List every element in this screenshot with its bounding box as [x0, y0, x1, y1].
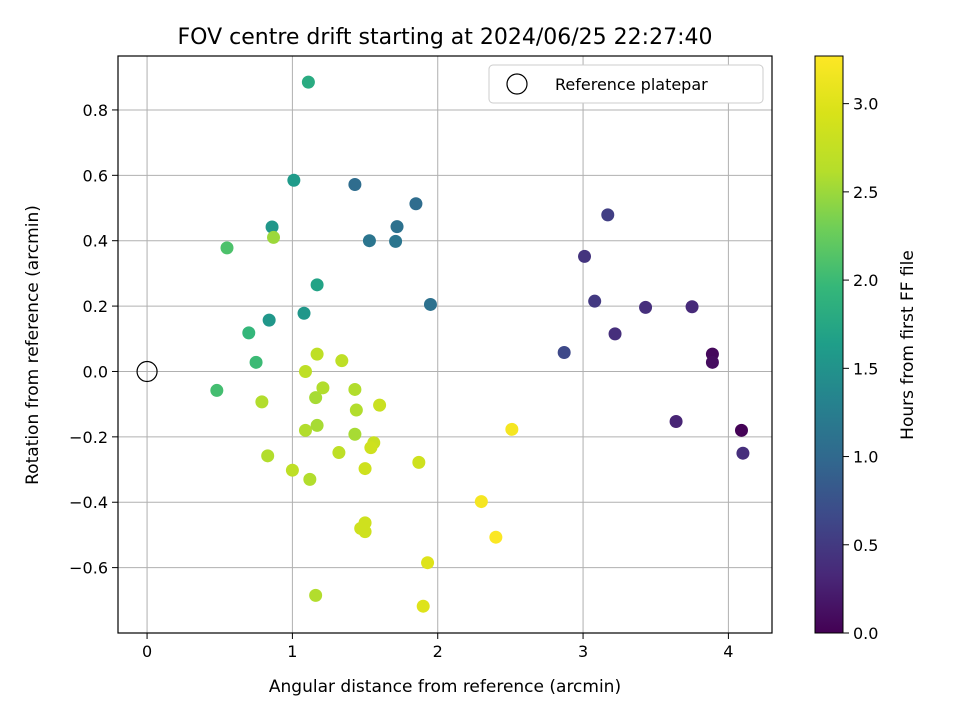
reference-point: [136, 360, 158, 383]
data-point: [348, 177, 362, 191]
x-tick-label: 1: [287, 642, 297, 661]
data-point: [348, 427, 362, 441]
data-point: [297, 306, 311, 320]
data-point: [364, 441, 378, 455]
scatter-points: [210, 75, 750, 613]
data-point: [389, 234, 403, 248]
colorbar-tick-label: 2.5: [853, 183, 878, 202]
y-tick-label: 0.2: [83, 297, 108, 316]
data-point: [601, 208, 615, 222]
data-point: [265, 220, 279, 234]
data-point: [249, 355, 263, 369]
data-point: [310, 278, 324, 292]
data-point: [309, 588, 323, 602]
y-axis-label: Rotation from reference (arcmin): [23, 205, 43, 485]
data-point: [262, 313, 276, 327]
colorbar-label: Hours from first FF file: [898, 250, 918, 440]
data-point: [669, 414, 683, 428]
data-point: [220, 241, 234, 255]
x-tick-label: 0: [142, 642, 152, 661]
data-point: [358, 462, 372, 476]
legend: Reference platepar: [488, 64, 764, 104]
reference-marker: [136, 360, 158, 383]
data-point: [416, 599, 430, 613]
x-tick-label: 4: [723, 642, 733, 661]
x-axis-ticks: 0 1 2 3 4: [142, 633, 733, 661]
plot-frame: [117, 55, 773, 634]
data-point: [373, 398, 387, 412]
data-point: [267, 230, 281, 244]
data-point: [578, 249, 592, 263]
data-point: [358, 525, 372, 539]
legend-marker: [506, 73, 528, 95]
colorbar-tick-label: 1.0: [853, 448, 878, 467]
data-point: [287, 173, 301, 187]
data-point: [557, 346, 571, 360]
y-tick-label: 0.4: [83, 232, 108, 251]
data-point: [505, 422, 519, 436]
data-point: [489, 530, 503, 544]
data-point: [734, 423, 748, 437]
data-point: [210, 383, 224, 397]
y-tick-label: 0.0: [83, 362, 108, 381]
colorbar-tick-label: 0.0: [853, 624, 878, 643]
colorbar-tick-label: 2.0: [853, 271, 878, 290]
y-tick-label: −0.4: [69, 493, 108, 512]
colorbar-tick-label: 3.0: [853, 95, 878, 114]
y-tick-label: 0.6: [83, 166, 108, 185]
data-point: [421, 556, 435, 570]
data-point: [348, 382, 362, 396]
chart-title: FOV centre drift starting at 2024/06/25 …: [178, 25, 713, 50]
data-point: [349, 403, 363, 417]
data-point: [409, 197, 423, 211]
colorbar-ticks: 0.0 0.5 1.0 1.5 2.0 2.5 3.0: [843, 95, 878, 643]
data-point: [298, 364, 312, 378]
data-point: [332, 446, 346, 460]
colorbar-gradient: [814, 55, 844, 634]
data-point: [362, 234, 376, 248]
data-point: [588, 294, 602, 308]
colorbar-tick-label: 1.5: [853, 359, 878, 378]
data-point: [242, 326, 256, 340]
data-point: [390, 220, 404, 234]
data-point: [608, 327, 622, 341]
data-point: [423, 297, 437, 311]
data-point: [685, 300, 699, 314]
y-tick-label: −0.2: [69, 428, 108, 447]
data-point: [639, 300, 653, 314]
data-point: [316, 381, 330, 395]
data-point: [412, 455, 426, 469]
legend-box: [488, 64, 764, 104]
data-point: [298, 423, 312, 437]
data-point: [255, 395, 269, 409]
y-axis-ticks: −0.6 −0.4 −0.2 0.0 0.2 0.4 0.6 0.8: [69, 101, 118, 578]
y-tick-label: −0.6: [69, 559, 108, 578]
grid-lines: [118, 56, 772, 633]
data-point: [310, 347, 324, 361]
data-point: [474, 495, 488, 509]
x-axis-label: Angular distance from reference (arcmin): [269, 677, 621, 697]
data-point: [301, 75, 315, 89]
legend-label: Reference platepar: [555, 75, 708, 94]
data-point: [736, 446, 750, 460]
colorbar-tick-label: 0.5: [853, 536, 878, 555]
data-point: [303, 472, 317, 486]
y-tick-label: 0.8: [83, 101, 108, 120]
data-point: [705, 355, 719, 369]
data-point: [261, 449, 275, 463]
data-point: [309, 391, 323, 405]
data-point: [310, 418, 324, 432]
colorbar: 0.0 0.5 1.0 1.5 2.0 2.5 3.0 Hours from first F…: [814, 55, 918, 643]
x-tick-label: 3: [578, 642, 588, 661]
data-point: [335, 354, 349, 368]
data-point: [285, 463, 299, 477]
x-tick-label: 2: [433, 642, 443, 661]
